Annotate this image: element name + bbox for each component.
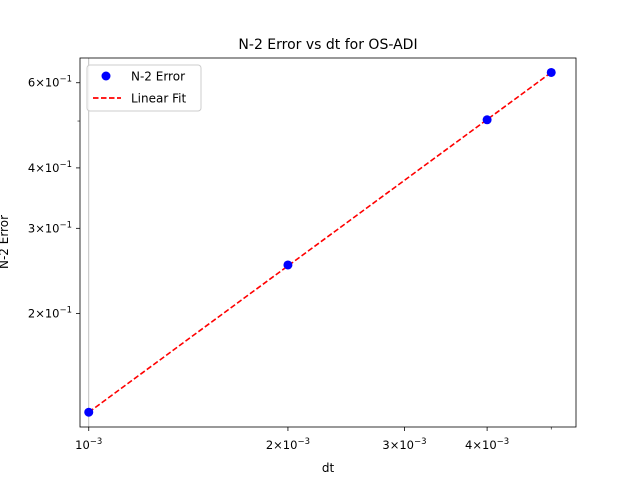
y-tick-label: 3×10−1 bbox=[28, 220, 72, 235]
legend-marker-n2-error bbox=[101, 71, 111, 81]
y-tick-label: 2×10−1 bbox=[28, 305, 72, 320]
plot-area bbox=[84, 58, 556, 427]
chart-title: N-2 Error vs dt for OS-ADI bbox=[238, 37, 417, 53]
legend-frame bbox=[86, 64, 202, 112]
data-point-n2-error bbox=[546, 67, 556, 77]
y-tick-label: 6×10−1 bbox=[28, 75, 72, 90]
axes-frame bbox=[79, 57, 577, 428]
data-point-n2-error bbox=[283, 260, 293, 270]
y-axis-label: N-2 Error bbox=[0, 215, 11, 269]
x-tick-label: 3×10−3 bbox=[382, 437, 426, 452]
legend: N-2 Error Linear Fit bbox=[86, 64, 202, 112]
data-point-n2-error bbox=[482, 115, 492, 125]
x-tick-label: 4×10−3 bbox=[465, 437, 509, 452]
y-tick-label: 4×10−1 bbox=[28, 160, 72, 175]
x-tick-label: 10−3 bbox=[75, 437, 102, 452]
ticks: 10−3 2×10−3 3×10−3 4×10−3 2×10−1 3×10−1 4×10−1… bbox=[28, 75, 552, 452]
x-axis-label: dt bbox=[322, 461, 335, 475]
legend-label-n2-error: N-2 Error bbox=[131, 70, 185, 84]
data-point-n2-error bbox=[84, 407, 94, 417]
legend-label-linear-fit: Linear Fit bbox=[131, 92, 186, 106]
x-tick-label: 2×10−3 bbox=[266, 437, 310, 452]
